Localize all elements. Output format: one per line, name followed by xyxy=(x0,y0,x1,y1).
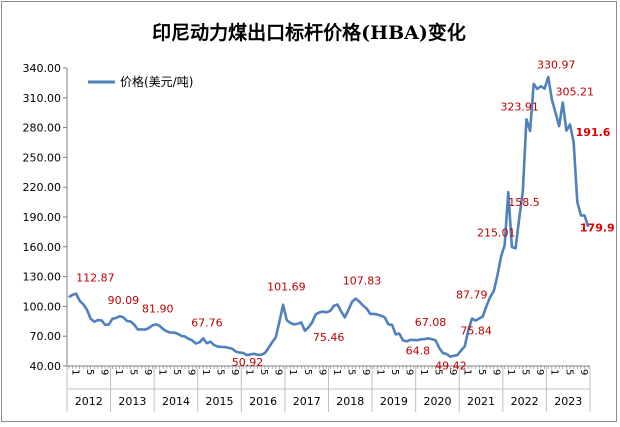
data-label: 179.9 xyxy=(580,221,615,234)
x-year-label: 2022 xyxy=(511,395,539,408)
data-label: 158.5 xyxy=(508,196,540,209)
x-month-tick-label: 5 xyxy=(345,369,356,375)
x-month-tick-label: 9 xyxy=(360,369,371,375)
y-tick-label: 340.00 xyxy=(23,62,62,75)
x-month-tick-label: 1 xyxy=(549,369,560,375)
x-month-tick-label: 9 xyxy=(491,369,502,375)
data-label: 323.91 xyxy=(500,100,539,113)
x-year-label: 2023 xyxy=(554,395,582,408)
data-label: 330.97 xyxy=(537,58,576,71)
data-label: 112.87 xyxy=(76,272,115,285)
x-year-label: 2021 xyxy=(467,395,495,408)
x-year-label: 2017 xyxy=(293,395,321,408)
x-month-tick-label: 5 xyxy=(171,369,182,375)
price-line-chart: 印尼动力煤出口标杆价格(HBA)变化 价格(美元/吨) 40.00 70.00 10… xyxy=(23,21,615,412)
y-tick-label: 70.00 xyxy=(30,330,62,343)
y-tick-label: 130.00 xyxy=(23,271,62,284)
y-tick-label: 280.00 xyxy=(23,122,62,135)
x-month-tick-label: 5 xyxy=(476,369,487,375)
data-label: 90.09 xyxy=(108,294,140,307)
data-label: 81.90 xyxy=(142,302,174,315)
x-axis-ticks: 1 5 9 1 5 9 1 5 9 1 5 9 1 5 9 1 5 9 1 5 9 1 5 9 1 5 9 1 5 9 1 5 9 1 5 92012… xyxy=(66,366,591,412)
x-month-tick-label: 1 xyxy=(69,369,80,375)
x-year-label: 2019 xyxy=(380,395,408,408)
y-tick-label: 160.00 xyxy=(23,241,62,254)
legend: 价格(美元/吨) xyxy=(88,74,193,89)
x-month-tick-label: 1 xyxy=(374,369,385,375)
x-month-tick-label: 5 xyxy=(215,369,226,375)
chart-frame: 印尼动力煤出口标杆价格(HBA)变化 价格(美元/吨) 40.00 70.00 10… xyxy=(1,1,617,422)
x-year-label: 2015 xyxy=(206,395,234,408)
x-month-tick-label: 1 xyxy=(418,369,429,375)
y-axis-ticks: 40.00 70.00 100.00 130.00 160.00 190.00 220.00… xyxy=(23,62,67,373)
y-tick-label: 220.00 xyxy=(23,181,62,194)
x-month-tick-label: 5 xyxy=(433,369,444,375)
data-label: 87.79 xyxy=(456,289,488,302)
y-tick-label: 250.00 xyxy=(23,151,62,164)
y-tick-label: 40.00 xyxy=(30,360,62,373)
y-tick-label: 100.00 xyxy=(23,300,62,313)
x-month-tick-label: 5 xyxy=(563,369,574,375)
x-month-tick-label: 1 xyxy=(244,369,255,375)
x-month-tick-label: 1 xyxy=(200,369,211,375)
x-year-label: 2018 xyxy=(336,395,364,408)
x-year-label: 2016 xyxy=(249,395,277,408)
x-month-tick-label: 1 xyxy=(156,369,167,375)
data-label: 67.76 xyxy=(191,316,223,329)
x-month-tick-label: 9 xyxy=(273,369,284,375)
x-month-tick-label: 9 xyxy=(578,369,589,375)
legend-label: 价格(美元/吨) xyxy=(120,74,193,89)
data-label: 215.01 xyxy=(477,227,515,240)
x-month-tick-label: 9 xyxy=(316,369,327,375)
x-year-label: 2012 xyxy=(75,395,103,408)
chart-title: 印尼动力煤出口标杆价格(HBA)变化 xyxy=(152,21,466,44)
x-month-tick-label: 9 xyxy=(403,369,414,375)
x-month-tick-label: 9 xyxy=(186,369,197,375)
data-label: 107.83 xyxy=(343,275,382,288)
x-month-tick-label: 5 xyxy=(84,369,95,375)
data-label: 191.6 xyxy=(576,126,611,139)
x-month-tick-label: 5 xyxy=(520,369,531,375)
y-tick-label: 190.00 xyxy=(23,211,62,224)
x-month-tick-label: 5 xyxy=(258,369,269,375)
x-month-tick-label: 5 xyxy=(389,369,400,375)
x-month-tick-label: 5 xyxy=(302,369,313,375)
x-month-tick-label: 9 xyxy=(534,369,545,375)
x-month-tick-label: 1 xyxy=(113,369,124,375)
x-month-tick-label: 9 xyxy=(98,369,109,375)
x-month-tick-label: 5 xyxy=(127,369,138,375)
x-year-label: 2020 xyxy=(423,395,451,408)
data-label: 67.08 xyxy=(415,316,447,329)
x-month-tick-label: 9 xyxy=(447,369,458,375)
x-month-tick-label: 1 xyxy=(331,369,342,375)
x-month-tick-label: 9 xyxy=(229,369,240,375)
x-month-tick-label: 1 xyxy=(462,369,473,375)
data-label: 49.42 xyxy=(435,360,467,373)
data-label: 305.21 xyxy=(555,86,594,99)
data-label: 101.69 xyxy=(267,281,306,294)
data-label: 50.92 xyxy=(232,356,264,369)
series-line-price xyxy=(68,75,590,358)
x-year-label: 2014 xyxy=(162,395,190,408)
data-label: 75.84 xyxy=(460,324,492,337)
series-group xyxy=(68,75,590,358)
data-label: 64.8 xyxy=(406,344,431,357)
data-label: 75.46 xyxy=(313,331,345,344)
x-month-tick-label: 1 xyxy=(287,369,298,375)
x-month-tick-label: 9 xyxy=(142,369,153,375)
x-year-label: 2013 xyxy=(118,395,146,408)
x-month-tick-label: 1 xyxy=(505,369,516,375)
y-tick-label: 310.00 xyxy=(23,92,62,105)
